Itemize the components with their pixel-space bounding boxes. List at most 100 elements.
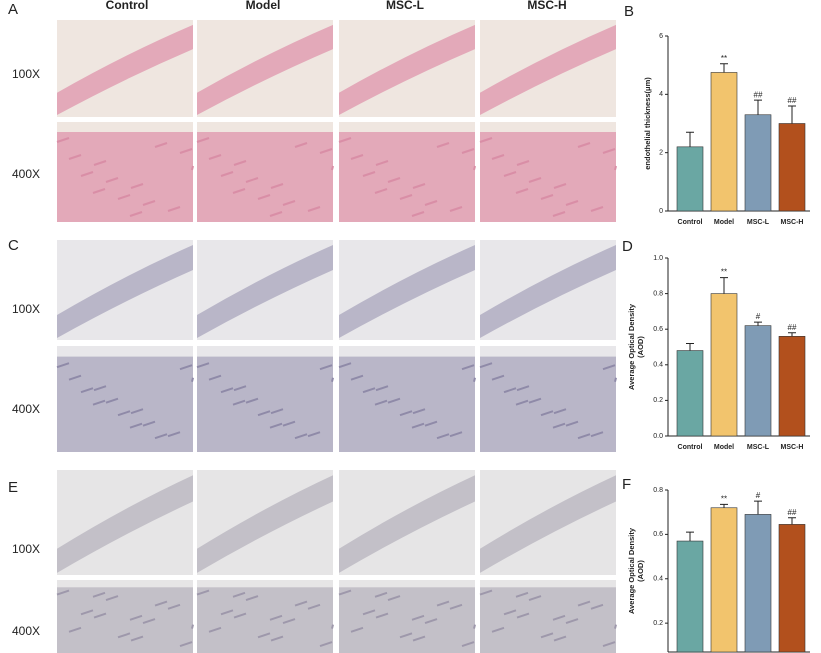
nucleus <box>540 632 554 639</box>
nucleus <box>565 618 579 625</box>
nucleus <box>245 397 259 404</box>
error-bar <box>788 517 796 525</box>
nucleus <box>319 364 333 371</box>
significance-label: ** <box>721 268 727 277</box>
y-axis-label: (AOD) <box>636 560 645 582</box>
nucleus <box>269 422 283 429</box>
nucleus <box>282 200 296 206</box>
nucleus <box>473 624 476 629</box>
nucleus <box>294 142 308 148</box>
nucleus <box>220 609 234 616</box>
nucleus <box>294 600 308 607</box>
bar <box>676 350 704 437</box>
column-header: MSC-H <box>527 0 566 12</box>
nucleus <box>350 154 364 160</box>
panel-label: D <box>622 238 633 255</box>
nucleus <box>515 188 529 194</box>
vessel-wall <box>480 24 616 116</box>
nucleus <box>602 641 616 648</box>
nucleus <box>56 362 70 369</box>
nucleus <box>577 433 591 440</box>
tissue <box>339 587 475 653</box>
nucleus <box>540 194 554 200</box>
vessel-wall <box>57 245 193 338</box>
nucleus <box>491 626 505 633</box>
nucleus <box>282 420 296 427</box>
nucleus <box>257 632 271 639</box>
significance-label: # <box>756 491 761 500</box>
y-axis-label: (AOD) <box>636 336 645 358</box>
nucleus <box>80 609 94 616</box>
y-tick-label: 0.2 <box>653 620 663 627</box>
nucleus <box>142 618 156 625</box>
error-bar <box>788 332 796 337</box>
error-bar <box>720 277 728 294</box>
nucleus <box>540 410 554 417</box>
nucleus <box>208 374 222 381</box>
bar <box>676 146 704 212</box>
error-bar <box>788 105 796 124</box>
row-label: 400X <box>12 167 40 181</box>
x-tick-label: Model <box>714 444 734 451</box>
y-tick-label: 1.0 <box>653 255 663 262</box>
nucleus <box>191 624 194 629</box>
vessel-wall <box>197 24 333 116</box>
row-label: 400X <box>12 402 40 416</box>
nucleus <box>196 589 210 596</box>
nucleus <box>350 374 364 381</box>
significance-label: ## <box>788 323 797 332</box>
nucleus <box>294 433 308 440</box>
significance-label: ## <box>788 96 797 105</box>
nucleus <box>461 641 475 648</box>
tissue <box>57 132 193 222</box>
nucleus <box>528 397 542 404</box>
y-tick-label: 0.8 <box>653 487 663 494</box>
panel-label: B <box>624 3 634 20</box>
vessel-wall <box>339 24 475 116</box>
nucleus <box>503 171 517 177</box>
nucleus <box>565 420 579 427</box>
x-tick-label: MSC-H <box>781 444 804 451</box>
bar <box>710 72 738 212</box>
nucleus <box>167 431 181 438</box>
error-bar <box>720 503 728 508</box>
nucleus <box>602 148 616 154</box>
nucleus <box>117 632 131 639</box>
nucleus <box>374 591 388 598</box>
nucleus <box>565 200 579 206</box>
nucleus <box>577 142 591 148</box>
nucleus <box>319 641 333 648</box>
nucleus <box>282 618 296 625</box>
nucleus <box>374 399 388 406</box>
nucleus <box>92 591 106 598</box>
nucleus <box>233 612 247 619</box>
nucleus <box>56 589 70 596</box>
y-axis-label: Average Optical Density <box>627 527 636 614</box>
x-tick-label: Control <box>678 444 703 451</box>
nucleus <box>154 433 168 440</box>
nucleus <box>196 362 210 369</box>
vessel-wall <box>480 475 616 573</box>
nucleus <box>473 165 476 171</box>
nucleus <box>338 589 352 596</box>
nucleus <box>412 408 426 415</box>
significance-label: ## <box>788 508 797 517</box>
nucleus <box>270 408 284 415</box>
nucleus <box>142 200 156 206</box>
nucleus <box>130 183 144 189</box>
vessel-wall <box>197 475 333 573</box>
error-bar <box>754 321 762 326</box>
nucleus <box>491 374 505 381</box>
nucleus <box>269 211 283 217</box>
nucleus <box>179 364 193 371</box>
nucleus <box>191 165 194 171</box>
vessel-wall <box>339 245 475 338</box>
column-header: Model <box>246 0 281 12</box>
row-label: 400X <box>12 624 40 638</box>
x-tick-label: MSC-L <box>747 444 770 451</box>
nucleus <box>307 603 321 610</box>
y-tick-label: 2 <box>659 150 663 157</box>
nucleus <box>590 603 604 610</box>
nucleus <box>338 362 352 369</box>
nucleus <box>92 188 106 194</box>
